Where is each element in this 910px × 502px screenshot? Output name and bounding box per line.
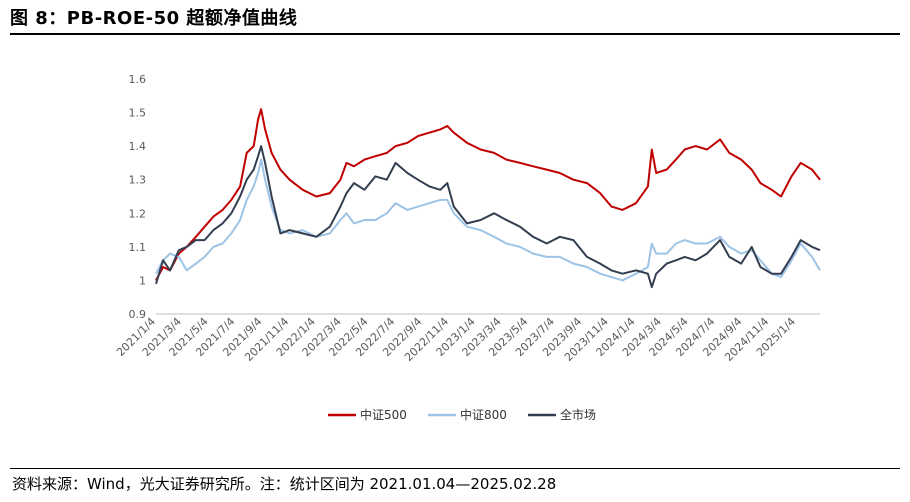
y-tick-label: 1.2 [129, 207, 147, 220]
y-tick-label: 1.6 [129, 73, 147, 86]
y-tick-label: 1.5 [129, 107, 147, 120]
legend: 中证500 中证800 全市场 [328, 407, 596, 422]
legend-label-1: 中证800 [460, 407, 507, 422]
series-lines [155, 108, 821, 289]
legend-label-0: 中证500 [360, 407, 407, 422]
source-note: 资料来源：Wind，光大证券研究所。注：统计区间为 2021.01.04—202… [12, 475, 557, 493]
line-chart: 0.9 1 1.1 1.2 1.3 1.4 1.5 1.6 2021/1/42021/3/42… [114, 73, 821, 422]
figure-title: 图 8：PB-ROE-50 超额净值曲线 [10, 8, 298, 29]
y-tick-label: 1.1 [129, 241, 147, 254]
y-tick-label: 1 [139, 274, 146, 287]
source-rule [10, 468, 900, 469]
y-axis: 0.9 1 1.1 1.2 1.3 1.4 1.5 1.6 [129, 73, 147, 321]
y-tick-label: 1.3 [129, 174, 147, 187]
x-axis: 2021/1/42021/3/42021/5/42021/7/42021/9/4… [114, 313, 820, 364]
series-line-2 [155, 145, 821, 289]
y-tick-label: 1.4 [129, 140, 147, 153]
series-line-1 [155, 158, 821, 282]
title-rule [10, 33, 900, 35]
y-tick-label: 0.9 [129, 308, 147, 321]
legend-label-2: 全市场 [560, 407, 596, 422]
series-line-0 [155, 108, 821, 281]
